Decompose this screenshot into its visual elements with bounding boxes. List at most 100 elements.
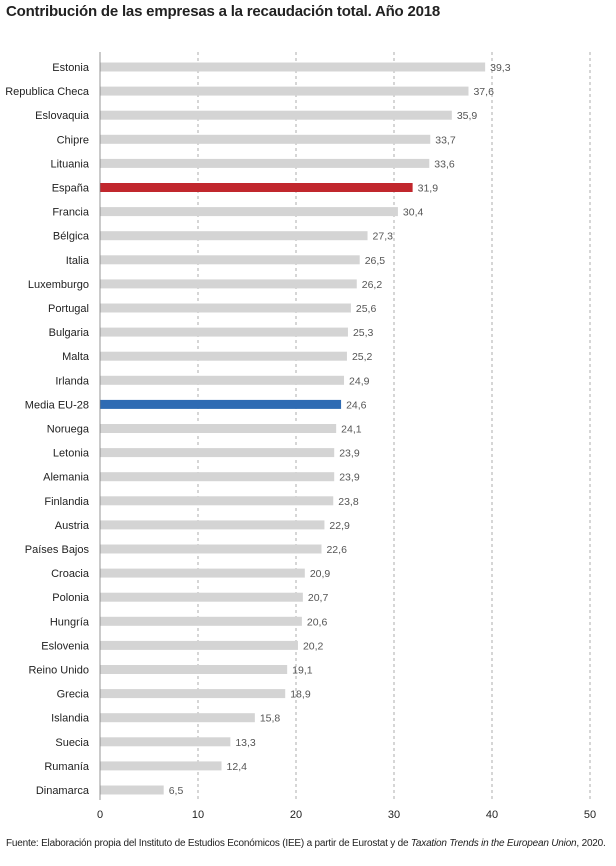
- source-prefix: Fuente: Elaboración propia del Instituto…: [6, 838, 411, 849]
- bar: [100, 158, 430, 168]
- bar: [100, 255, 360, 265]
- data-label: 37,6: [473, 86, 494, 98]
- category-label: Media EU-28: [25, 399, 89, 411]
- data-label: 13,3: [235, 737, 256, 749]
- data-label: 23,8: [338, 496, 359, 508]
- bar: [100, 303, 351, 313]
- bar: [100, 399, 342, 409]
- bars: [100, 62, 486, 795]
- bar: [100, 134, 431, 144]
- category-label: Eslovenia: [41, 640, 90, 652]
- data-label: 25,3: [353, 327, 374, 339]
- category-label: Noruega: [47, 424, 90, 436]
- data-label: 22,6: [326, 544, 347, 556]
- bar: [100, 689, 286, 699]
- category-label: Portugal: [48, 303, 89, 315]
- data-label: 20,2: [303, 640, 324, 652]
- bar: [100, 496, 334, 506]
- data-label: 25,6: [356, 303, 377, 315]
- data-label: 20,7: [308, 592, 329, 604]
- bar: [100, 183, 413, 192]
- x-tick-label: 50: [584, 809, 596, 821]
- source-note: Fuente: Elaboración propia del Instituto…: [6, 838, 606, 849]
- source-suffix: , 2020.: [576, 838, 606, 849]
- bar: [100, 448, 335, 458]
- x-tick-label: 10: [192, 809, 204, 821]
- bar: [100, 207, 398, 217]
- category-label: Hungría: [50, 616, 90, 628]
- bar: [100, 62, 486, 72]
- category-label: Austria: [55, 520, 90, 532]
- bar: [100, 665, 288, 674]
- x-tick-label: 0: [97, 809, 103, 821]
- x-tick-label: 30: [388, 809, 400, 821]
- category-label: Eslovaquia: [35, 110, 90, 122]
- category-label: Grecia: [57, 689, 90, 701]
- category-label: Malta: [62, 351, 90, 363]
- bar: [100, 351, 347, 361]
- data-label: 30,4: [403, 207, 424, 219]
- data-label: 23,9: [339, 448, 360, 460]
- category-label: Irlanda: [55, 375, 90, 387]
- category-label: Reino Unido: [28, 665, 89, 677]
- data-label: 26,5: [365, 255, 386, 267]
- category-label: Bulgaria: [49, 327, 90, 339]
- category-label: Polonia: [52, 592, 90, 604]
- bar: [100, 375, 345, 385]
- x-tick-label: 20: [290, 809, 302, 821]
- data-label: 26,2: [362, 279, 383, 291]
- data-label: 12,4: [227, 761, 248, 773]
- category-label: Islandia: [51, 713, 90, 725]
- data-label: 24,6: [346, 399, 367, 411]
- data-label: 22,9: [329, 520, 350, 532]
- bar: [100, 640, 298, 650]
- category-label: Italia: [66, 255, 90, 267]
- category-label: Lituania: [50, 158, 89, 170]
- category-label: Alemania: [43, 472, 90, 484]
- data-label: 31,9: [418, 183, 439, 195]
- category-label: Estonia: [52, 62, 90, 74]
- category-label: Francia: [52, 207, 90, 219]
- bar: [100, 424, 337, 433]
- data-label: 33,6: [434, 158, 455, 170]
- bar: [100, 616, 302, 626]
- bar: [100, 472, 335, 482]
- data-label: 24,9: [349, 375, 370, 387]
- value-labels: 39,3 37,6 35,933,7 33,6 31,9 30,4 27,3 26,5 26,2…: [169, 62, 511, 797]
- data-label: 6,5: [169, 785, 184, 797]
- data-label: 23,9: [339, 472, 360, 484]
- x-axis: 0 10 20 30 40 50: [97, 52, 596, 821]
- data-label: 39,3: [490, 62, 511, 74]
- data-label: 15,8: [260, 713, 281, 725]
- category-label: Países Bajos: [25, 544, 90, 556]
- bar: [100, 327, 348, 337]
- data-label: 24,1: [341, 424, 362, 436]
- bar: [100, 110, 452, 120]
- category-label: Croacia: [51, 568, 90, 580]
- category-labels: Estonia Republica Checa Eslovaquia Chipre Li…: [5, 62, 90, 797]
- bar: [100, 713, 255, 723]
- x-tick-label: 40: [486, 809, 498, 821]
- category-label: Republica Checa: [5, 86, 90, 98]
- bar: [100, 761, 222, 771]
- bar: [100, 544, 322, 554]
- data-label: 25,2: [352, 351, 373, 363]
- bar: [100, 520, 325, 530]
- bar: [100, 568, 305, 578]
- data-label: 33,7: [435, 134, 456, 146]
- source-italic: Taxation Trends in the European Union: [410, 838, 577, 849]
- category-label: España: [52, 183, 90, 195]
- bar: [100, 785, 164, 795]
- data-label: 18,9: [290, 689, 311, 701]
- data-label: 35,9: [457, 110, 478, 122]
- data-label: 20,6: [307, 616, 328, 628]
- category-label: Dinamarca: [36, 785, 90, 797]
- bar: [100, 592, 303, 602]
- category-label: Rumanía: [44, 761, 90, 773]
- data-label: 27,3: [373, 231, 394, 243]
- category-label: Bélgica: [53, 231, 90, 243]
- data-label: 19,1: [292, 665, 313, 677]
- category-label: Suecia: [55, 737, 90, 749]
- chart-title: Contribución de las empresas a la recaud…: [6, 3, 441, 20]
